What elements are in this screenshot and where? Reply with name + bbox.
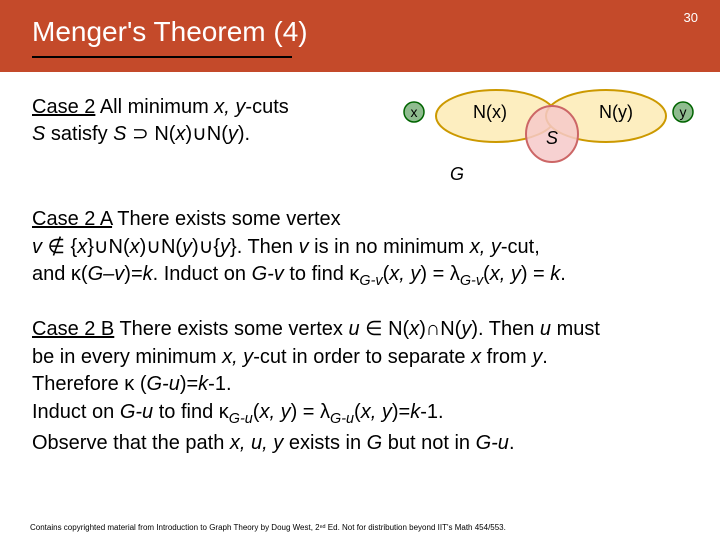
case2-intro: Case 2 All minimum x, y-cuts S satisfy S…: [32, 94, 372, 148]
label-y: y: [680, 104, 687, 120]
label-g: G: [450, 164, 464, 184]
venn-diagram: x N(x) N(y) y S G: [390, 84, 702, 184]
case2b-text: Case 2 B There exists some vertex u ∈ N(…: [32, 316, 697, 457]
label-x: x: [411, 104, 418, 120]
title-bar: Menger's Theorem (4) 30: [0, 0, 720, 72]
footnote: Contains copyrighted material from Intro…: [30, 523, 506, 532]
title-underline: [32, 56, 292, 58]
label-ny: N(y): [599, 102, 633, 122]
case2a-text: Case 2 A There exists some vertex v ∉ {x…: [32, 206, 692, 292]
slide-title: Menger's Theorem (4): [32, 16, 720, 48]
label-nx: N(x): [473, 102, 507, 122]
page-number: 30: [684, 10, 698, 25]
label-s: S: [546, 128, 558, 148]
